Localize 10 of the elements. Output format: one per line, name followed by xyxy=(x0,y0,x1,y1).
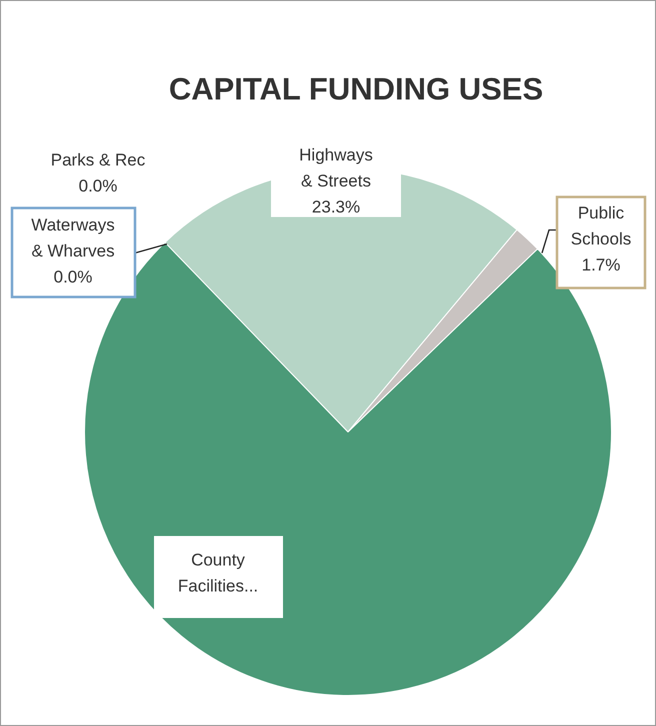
slice-label: Highways & Streets xyxy=(299,146,373,191)
text: 0.0% xyxy=(78,176,118,196)
category-label: Parks & Rec xyxy=(50,150,146,170)
slice-label: Public Schools xyxy=(570,204,632,249)
data-label: 1.7% xyxy=(582,256,620,275)
legend-label: Waterways & Wharves xyxy=(31,216,115,261)
data-label: 23.3% xyxy=(312,198,360,217)
chart-title: CAPITAL FUNDING USES xyxy=(168,72,544,107)
slice-label: County Facilities... xyxy=(178,550,258,596)
text: 0.0% xyxy=(54,268,92,287)
